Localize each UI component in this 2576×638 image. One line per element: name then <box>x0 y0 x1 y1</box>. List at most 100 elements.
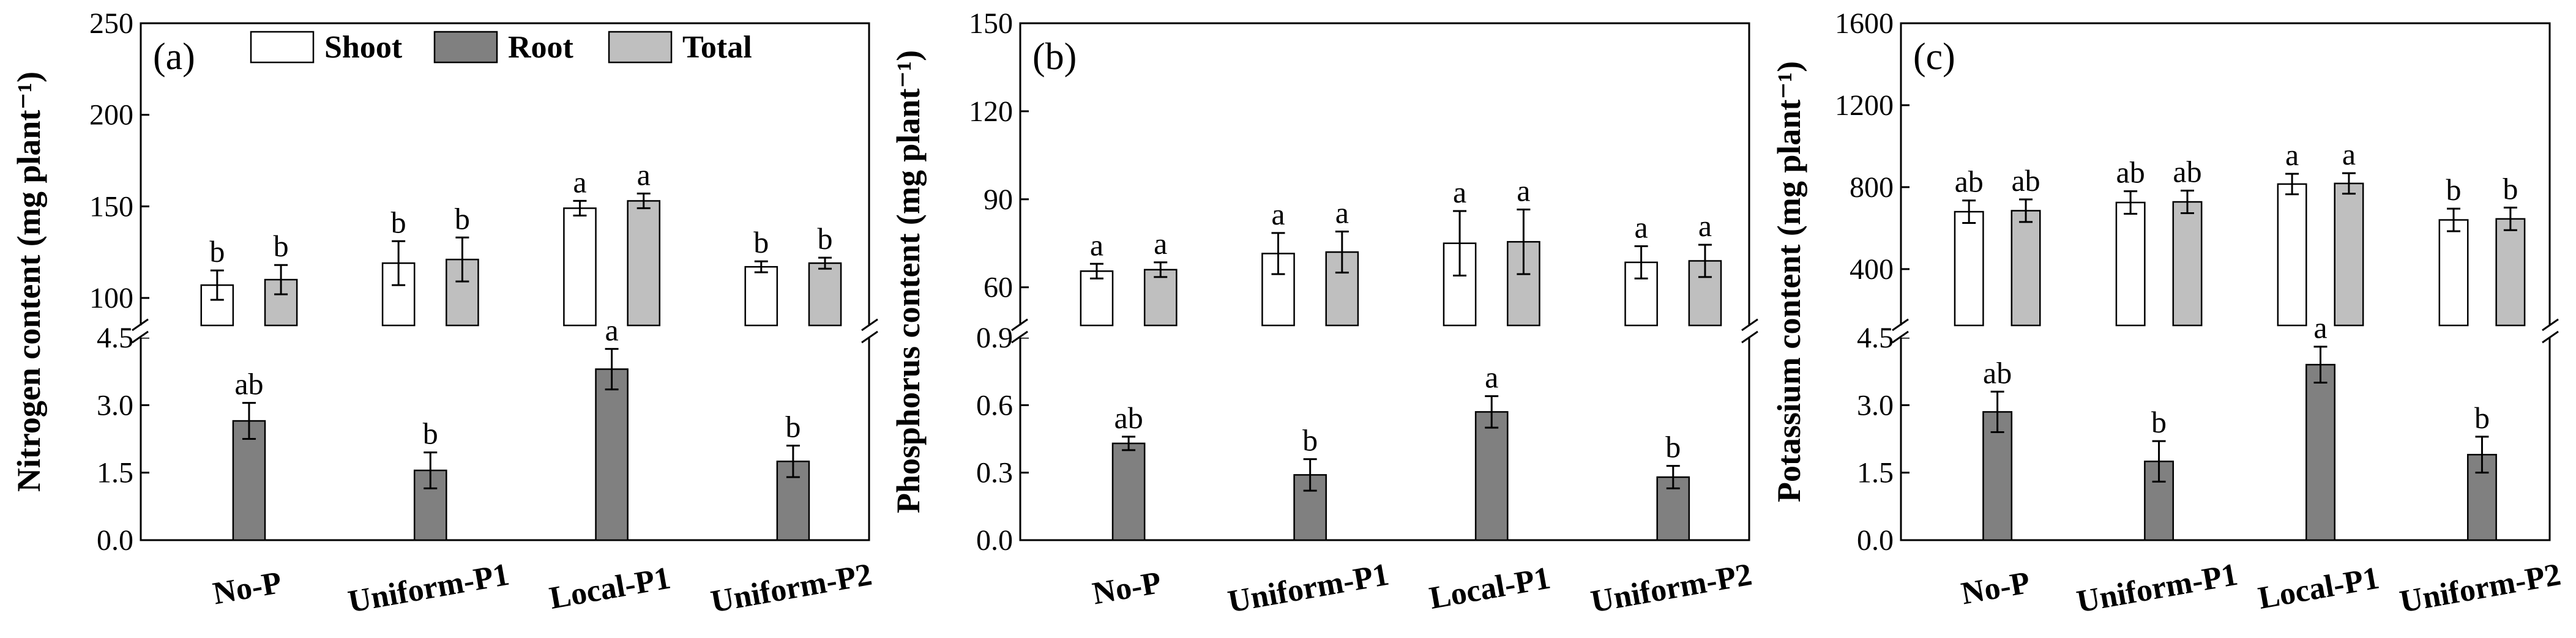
y-tick-label: 0.9 <box>976 322 1013 354</box>
x-category-label: Uniform-P2 <box>2397 557 2564 620</box>
chart-panel-b: 60901201500.00.30.60.9aabaNo-PabaUniform… <box>890 7 1758 620</box>
legend-label-total: Total <box>682 30 752 65</box>
bar-total <box>2495 218 2526 327</box>
x-category-label: Local-P1 <box>2256 560 2382 616</box>
legend-swatch-root <box>433 31 498 64</box>
x-category-label: No-P <box>1958 565 2033 612</box>
panel-label: (c) <box>1913 36 1955 78</box>
significance-letter: ab <box>2011 163 2040 198</box>
significance-letter: b <box>2474 401 2490 435</box>
axis-break-mark <box>1011 318 1028 332</box>
significance-letter: a <box>1517 174 1530 208</box>
y-tick-label: 120 <box>969 95 1013 128</box>
bar-root <box>595 368 629 541</box>
significance-letter: ab <box>234 367 263 401</box>
legend-label-root: Root <box>508 30 574 65</box>
significance-letter: a <box>2342 137 2356 171</box>
x-category-label: Uniform-P2 <box>708 557 875 620</box>
axis-break-band <box>1898 325 2552 338</box>
y-tick-label: 0.3 <box>976 457 1013 489</box>
significance-letter: b <box>1302 423 1318 458</box>
bar-shoot <box>2438 219 2469 327</box>
significance-letter: a <box>605 313 618 347</box>
y-tick-label: 4.5 <box>97 322 133 354</box>
significance-letter: ab <box>1955 165 1984 199</box>
significance-letter: b <box>753 225 769 259</box>
panel-label: (a) <box>153 36 195 78</box>
axis-break-mark <box>1741 330 1758 344</box>
x-category-label: No-P <box>211 565 285 612</box>
axis-break-mark <box>132 330 149 344</box>
plot-frame <box>1900 22 2551 541</box>
axis-break-mark <box>1892 318 1909 332</box>
y-tick-label: 100 <box>89 282 133 314</box>
y-tick-label: 3.0 <box>97 389 133 421</box>
significance-letter: a <box>1090 228 1103 262</box>
bar-total <box>2334 182 2364 327</box>
significance-letter: b <box>2446 172 2462 207</box>
bar-root <box>1474 411 1509 541</box>
axis-break-band <box>1018 325 1752 338</box>
chart-panel-a: 1001502002500.01.53.04.5babbNo-PbbbUnifo… <box>10 7 878 620</box>
axis-break-mark <box>1892 330 1909 344</box>
y-tick-label: 150 <box>89 190 133 223</box>
bar-shoot <box>744 265 778 327</box>
significance-letter: b <box>818 221 833 256</box>
y-tick-label: 150 <box>969 7 1013 40</box>
plot-frame <box>1019 22 1750 541</box>
y-tick-label: 90 <box>984 184 1013 216</box>
legend-swatch-total <box>608 31 673 64</box>
axis-break-mark <box>2542 318 2559 332</box>
y-tick-label: 0.0 <box>1857 524 1894 557</box>
significance-letter: a <box>2285 138 2299 172</box>
bar-root <box>2466 453 2497 541</box>
bar-total <box>2010 210 2041 327</box>
significance-letter: ab <box>1983 355 2012 390</box>
x-category-label: Uniform-P1 <box>2074 557 2241 620</box>
legend-label-shoot: Shoot <box>324 30 403 65</box>
significance-letter: a <box>637 157 651 191</box>
significance-letter: a <box>1154 226 1167 261</box>
legend-swatch-shoot <box>250 31 315 64</box>
bar-root <box>1111 442 1146 541</box>
axis-break-band <box>138 325 872 338</box>
bar-root <box>1982 411 2013 541</box>
significance-letter: a <box>1635 210 1648 245</box>
y-tick-label: 400 <box>1850 253 1894 286</box>
y-tick-label: 200 <box>89 99 133 132</box>
bar-total <box>1143 269 1178 327</box>
significance-letter: b <box>785 410 801 444</box>
significance-letter: b <box>2503 171 2518 206</box>
y-tick-label: 800 <box>1850 171 1894 204</box>
bar-shoot <box>563 207 597 327</box>
significance-letter: b <box>455 201 470 236</box>
axis-break-mark <box>1011 330 1028 344</box>
significance-letter: b <box>2151 405 2167 439</box>
bar-shoot <box>1080 270 1114 327</box>
y-tick-label: 250 <box>89 7 133 40</box>
x-category-label: Uniform-P2 <box>1588 557 1755 620</box>
axis-break-mark <box>861 330 878 344</box>
significance-letter: ab <box>2173 155 2201 189</box>
significance-letter: a <box>1698 209 1712 243</box>
significance-letter: b <box>274 229 289 263</box>
bar-shoot <box>1954 210 1984 327</box>
significance-letter: a <box>1453 175 1466 209</box>
y-tick-label: 4.5 <box>1857 322 1894 354</box>
x-category-label: Local-P1 <box>1427 560 1553 616</box>
significance-letter: a <box>1271 197 1285 231</box>
bar-total <box>2172 201 2203 327</box>
significance-letter: b <box>391 205 406 239</box>
axis-break-mark <box>861 318 878 332</box>
significance-letter: b <box>209 234 225 269</box>
x-category-label: Local-P1 <box>547 560 673 616</box>
significance-letter: a <box>1485 360 1498 395</box>
y-tick-label: 1.5 <box>1857 457 1894 489</box>
significance-letter: a <box>573 165 586 199</box>
chart-panel-c: 400800120016000.01.53.04.5abababNo-Pabba… <box>1771 7 2563 620</box>
legend: Shoot Root Total <box>250 30 752 65</box>
y-tick-label: 60 <box>984 272 1013 304</box>
significance-letter: b <box>423 417 438 451</box>
